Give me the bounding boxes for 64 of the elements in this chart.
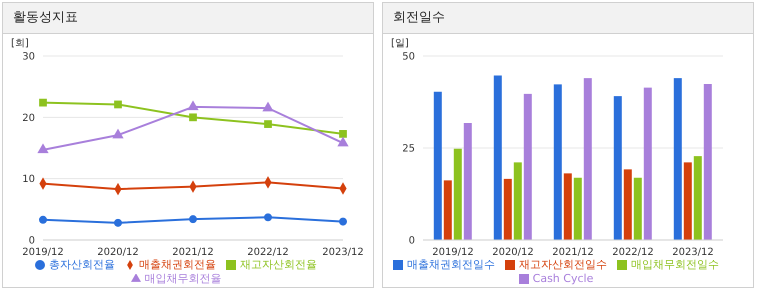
- x-tick-label: 2022/12: [612, 247, 654, 258]
- point: [264, 120, 272, 128]
- x-tick-label: 2019/12: [432, 247, 474, 258]
- x-tick-label: 2019/12: [22, 247, 64, 258]
- bar: [494, 76, 502, 240]
- y-tick-label: 0: [28, 236, 35, 247]
- x-tick-label: 2023/12: [672, 247, 714, 258]
- bar: [554, 84, 562, 240]
- bar: [704, 84, 712, 240]
- point: [189, 113, 197, 122]
- legend-label: 매입채무회전일수: [631, 258, 719, 271]
- y-axis-title: [회]: [10, 38, 30, 50]
- x-tick-label: 2022/12: [247, 247, 289, 258]
- bar: [434, 92, 442, 240]
- legend-label: 매입채무회전율: [144, 272, 222, 285]
- bar: [454, 148, 462, 240]
- bar: [564, 173, 572, 240]
- point: [262, 102, 274, 112]
- x-tick-label: 2020/12: [97, 247, 139, 258]
- bar: [504, 178, 512, 240]
- point: [187, 100, 199, 110]
- x-tick-label: 2023/12: [322, 247, 364, 258]
- bar: [684, 162, 692, 240]
- y-tick-label: 25: [402, 144, 415, 155]
- bar: [624, 169, 632, 240]
- point: [39, 216, 47, 224]
- bar: [614, 96, 622, 240]
- x-tick-label: 2021/12: [172, 247, 214, 258]
- point: [189, 215, 197, 224]
- y-tick-label: 20: [22, 112, 35, 124]
- point: [339, 218, 347, 226]
- legend-label: 재고자산회전율: [240, 258, 317, 271]
- bar: [674, 78, 682, 240]
- point: [337, 136, 349, 146]
- chart-title: 활동성지표: [3, 3, 373, 34]
- bar: [694, 156, 702, 240]
- point: [39, 98, 47, 106]
- bar: [524, 94, 532, 240]
- x-tick-label: 2021/12: [552, 247, 594, 258]
- bar: [634, 178, 642, 240]
- x-tick-label: 2020/12: [492, 247, 534, 258]
- y-tick-label: 0: [408, 236, 415, 247]
- y-axis-title: [일]: [390, 38, 410, 50]
- bar: [574, 178, 582, 240]
- legend-label: 재고자산회전일수: [519, 258, 607, 271]
- bar: [514, 162, 522, 240]
- point: [114, 218, 122, 227]
- bar: [644, 88, 652, 240]
- y-tick-label: 10: [22, 174, 35, 186]
- point: [114, 100, 122, 108]
- y-tick-label: 30: [22, 52, 35, 63]
- y-tick-label: 50: [402, 52, 415, 63]
- legend-label: Cash Cycle: [532, 272, 594, 285]
- point: [264, 213, 272, 222]
- bar: [584, 78, 592, 240]
- bar: [444, 180, 452, 240]
- point: [37, 143, 49, 154]
- legend-label: 매출채권회전율: [139, 258, 216, 271]
- point: [339, 130, 347, 138]
- chart-title: 회전일수: [383, 3, 753, 34]
- legend-label: 총자산회전율: [49, 258, 115, 271]
- point: [112, 128, 124, 138]
- legend-label: 매출채권회전일수: [407, 258, 495, 271]
- bar: [464, 122, 472, 240]
